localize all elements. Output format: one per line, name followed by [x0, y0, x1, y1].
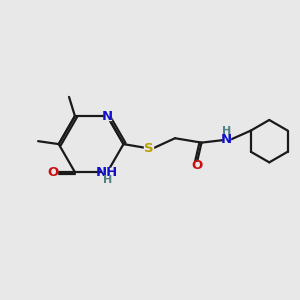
Text: S: S — [144, 142, 153, 155]
Bar — [144, 145, 153, 152]
Bar — [194, 162, 201, 169]
Text: NH: NH — [96, 166, 118, 179]
Text: N: N — [102, 110, 113, 123]
Bar — [223, 136, 230, 143]
Bar — [102, 169, 113, 176]
Text: N: N — [221, 133, 232, 146]
Text: H: H — [103, 176, 112, 185]
Bar — [49, 169, 56, 176]
Text: O: O — [191, 159, 203, 172]
Bar — [103, 112, 111, 120]
Text: H: H — [222, 126, 231, 136]
Text: O: O — [47, 166, 58, 179]
